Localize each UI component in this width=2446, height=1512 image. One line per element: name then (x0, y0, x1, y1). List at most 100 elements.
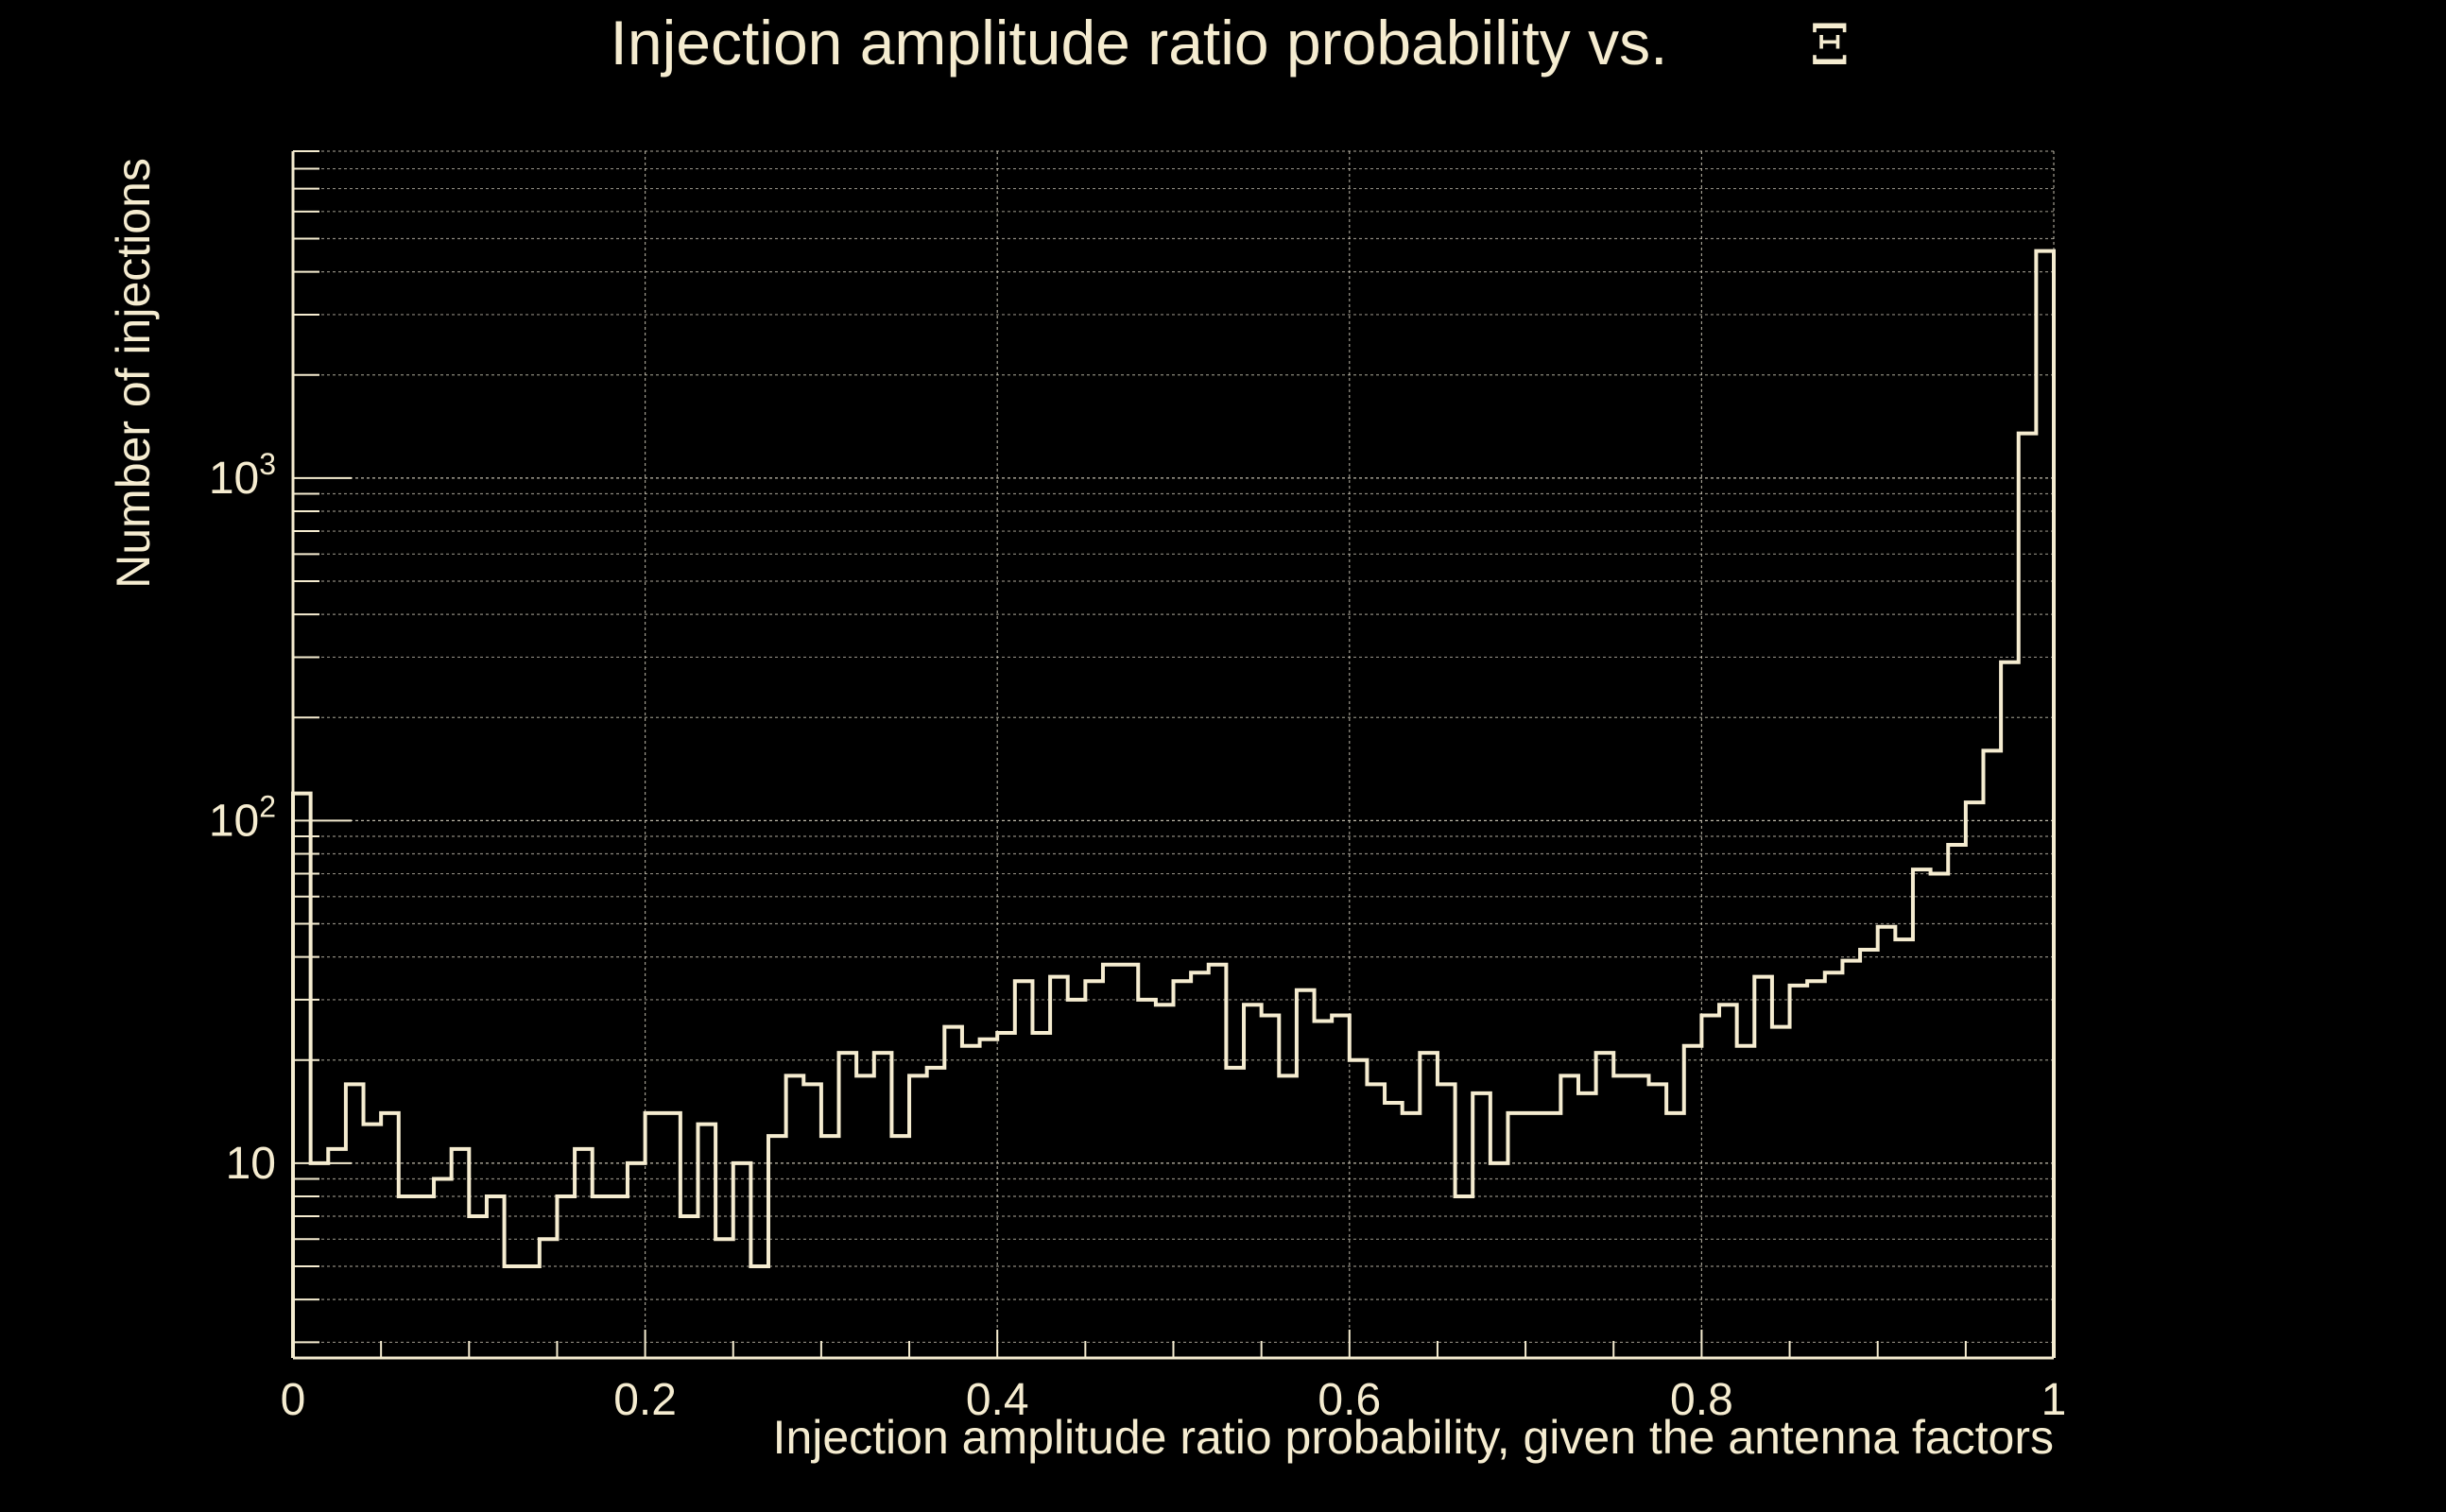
histogram-bin (1543, 1113, 1561, 1358)
histogram-bin (1948, 845, 1966, 1358)
histogram-bin (1015, 981, 1033, 1358)
y-tick-label: 102 (209, 789, 276, 846)
histogram-bin (1138, 1000, 1156, 1358)
histogram-bin (399, 1196, 417, 1358)
histogram-bin (821, 1136, 839, 1358)
histogram-bin (575, 1149, 593, 1358)
chart-title: Injection amplitude ratio probability vs… (611, 8, 1668, 77)
histogram-bin (1754, 977, 1772, 1358)
histogram-bin (1085, 981, 1103, 1358)
x-tick-label: 0 (281, 1375, 306, 1425)
histogram-bin (944, 1027, 962, 1358)
histogram-bin (891, 1136, 909, 1358)
histogram-bin (1279, 1075, 1297, 1358)
histogram-bin (1456, 1196, 1473, 1358)
histogram-bin (364, 1125, 382, 1358)
histogram-bin (1103, 965, 1121, 1358)
histogram-bin (293, 794, 311, 1358)
histogram-bin (328, 1149, 346, 1358)
histogram-bin (1701, 1016, 1719, 1358)
histogram-bin (856, 1075, 874, 1358)
y-axis-label: Number of injections (107, 158, 160, 589)
histogram-bin (1719, 1005, 1737, 1358)
histogram-bin (434, 1178, 452, 1358)
histogram-bin (1631, 1075, 1649, 1358)
histogram-bin (469, 1216, 487, 1358)
histogram-bin (593, 1196, 611, 1358)
histogram-bin (1737, 1046, 1755, 1358)
histogram-bin (1649, 1084, 1667, 1358)
histogram-bin (1420, 1053, 1438, 1358)
histogram-bin (1385, 1103, 1403, 1358)
x-tick-labels: 0 0.2 0.4 0.6 0.8 1 (281, 1375, 2067, 1425)
histogram-bin (1525, 1113, 1543, 1358)
histogram-bin (1174, 981, 1192, 1358)
histogram-bin (698, 1125, 715, 1358)
histogram-bin (1438, 1084, 1456, 1358)
histogram-bin (874, 1053, 892, 1358)
histogram-bin (1966, 802, 1984, 1358)
histogram-bin (962, 1046, 980, 1358)
x-tick-label: 0.4 (966, 1375, 1029, 1425)
histogram-bin (557, 1196, 575, 1358)
histogram-bin (610, 1196, 628, 1358)
histogram-bin (1578, 1093, 1596, 1358)
histogram-bin (1490, 1163, 1508, 1358)
histogram-bin (1473, 1093, 1490, 1358)
x-tick-label: 1 (2041, 1375, 2067, 1425)
histogram-bin (1068, 1000, 1086, 1358)
y-tick-label: 103 (209, 447, 276, 504)
histogram-bin (1350, 1060, 1368, 1358)
histogram-bin (1315, 1021, 1333, 1358)
chart-title-symbol: Ξ (1810, 12, 1850, 78)
histogram-bin (1790, 986, 1808, 1358)
histogram-bin (1191, 972, 1209, 1358)
histogram-bin (1332, 1016, 1350, 1358)
histogram-bin (1156, 1005, 1174, 1358)
histogram-bin (733, 1163, 751, 1358)
histogram-bin (1297, 990, 1315, 1358)
histogram-bin (505, 1266, 523, 1358)
histogram-bin (1842, 961, 1860, 1358)
histogram-bin (311, 1163, 329, 1358)
histogram-bin (1931, 874, 1949, 1358)
histogram-bin (1772, 1027, 1790, 1358)
histogram-bin (1666, 1113, 1684, 1358)
histogram-bin (750, 1266, 768, 1358)
axis-ticks (292, 150, 2055, 1358)
x-tick-label: 0.6 (1318, 1375, 1381, 1425)
histogram-bin (768, 1136, 786, 1358)
histogram-bin (1560, 1075, 1578, 1358)
histogram-bin (786, 1075, 804, 1358)
histogram-bin (487, 1196, 505, 1358)
histogram-bin (1226, 1068, 1244, 1358)
histogram-bin (416, 1196, 434, 1358)
histogram-bin (927, 1068, 945, 1358)
histogram-bin (1403, 1113, 1421, 1358)
histogram-bin (1807, 981, 1825, 1358)
histogram-bin (1613, 1075, 1631, 1358)
histogram-bin (1825, 972, 1843, 1358)
grid-lines (292, 150, 2055, 1358)
histogram-bin (2001, 662, 2019, 1358)
histogram-bin (540, 1239, 558, 1358)
histogram-bin (646, 1113, 663, 1358)
histogram-bin (1878, 927, 1896, 1358)
histogram-bin (1983, 750, 2001, 1358)
histogram-bin (663, 1113, 680, 1358)
histogram-bin (1507, 1113, 1525, 1358)
y-tick-label: 10 (226, 1139, 276, 1189)
histogram-bin (909, 1075, 927, 1358)
histogram-bin (1032, 1033, 1050, 1358)
histogram-bin (381, 1113, 399, 1358)
x-tick-label: 0.2 (613, 1375, 677, 1425)
histogram-bin (346, 1084, 364, 1358)
histogram-bin (1244, 1005, 1262, 1358)
histogram-bin (1895, 939, 1913, 1358)
histogram-bin (1121, 965, 1139, 1358)
y-tick-labels: 10 102 103 (209, 447, 276, 1189)
histogram-bin (1262, 1016, 1280, 1358)
histogram-bin (1209, 965, 1227, 1358)
histogram-bin (680, 1216, 698, 1358)
